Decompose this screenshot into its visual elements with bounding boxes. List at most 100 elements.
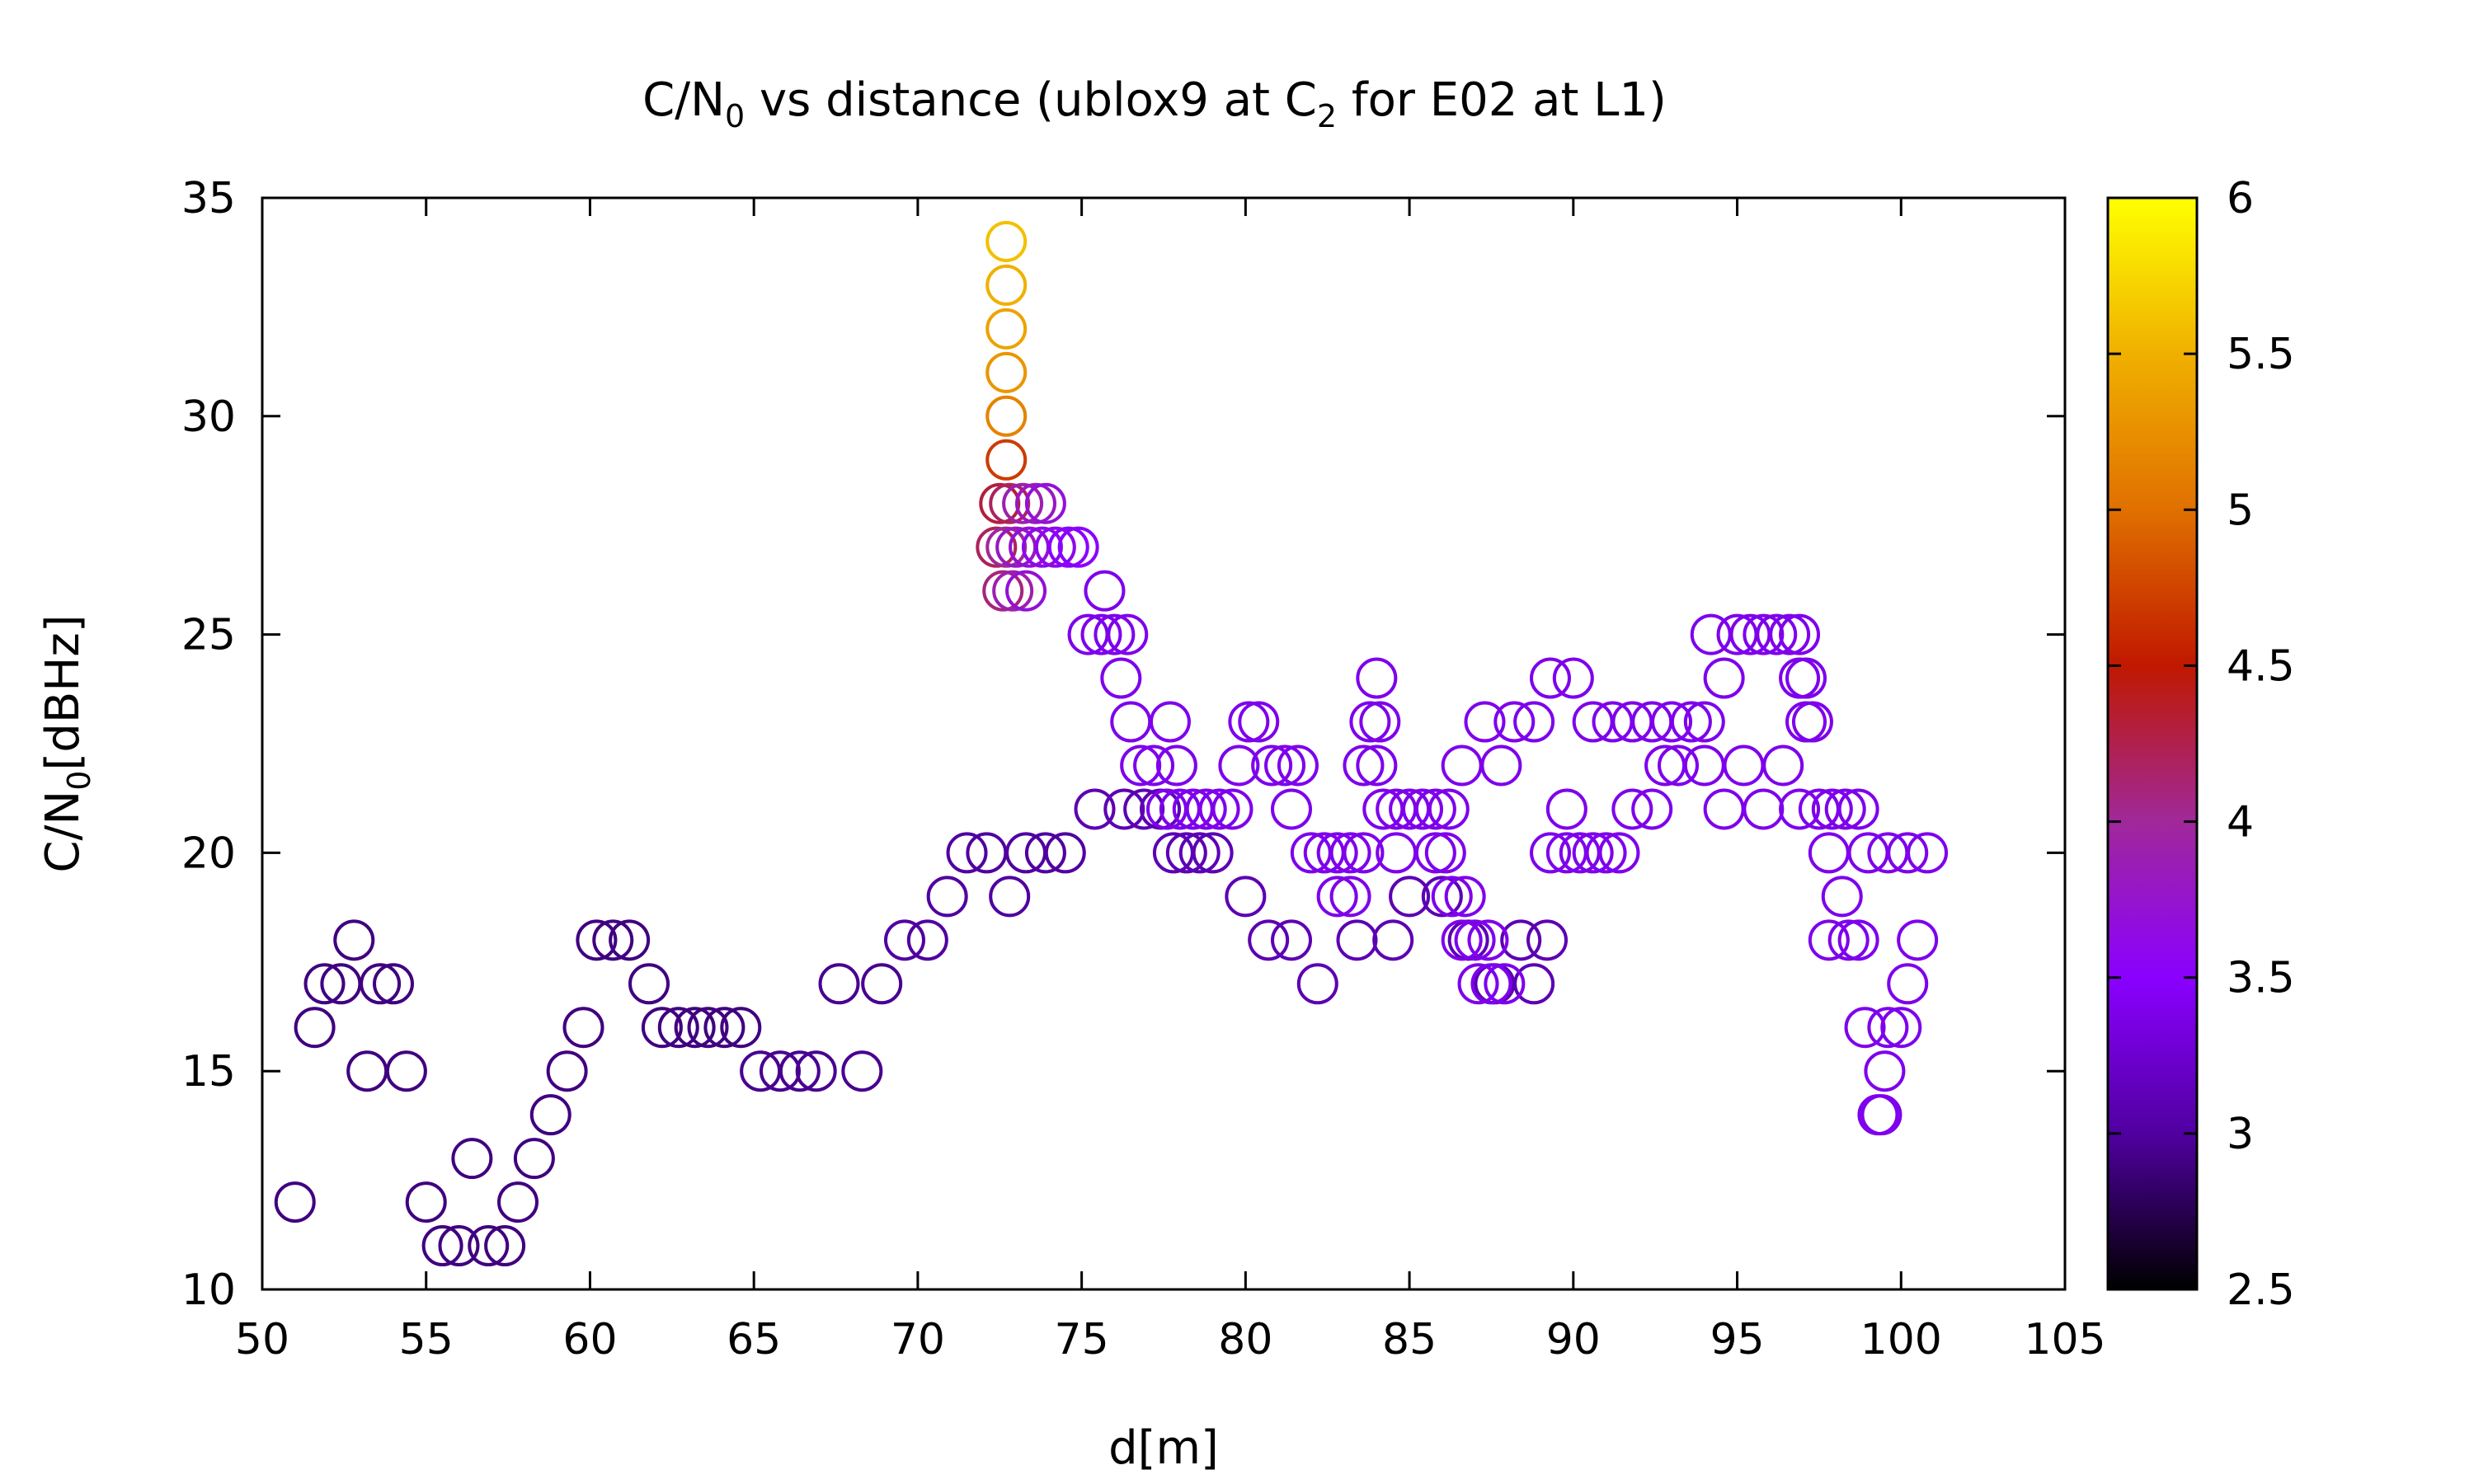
- colorbar: [2106, 196, 2199, 1291]
- data-point: [1683, 701, 1725, 743]
- data-point: [1572, 832, 1614, 874]
- data-point: [1887, 832, 1929, 874]
- data-point: [562, 1007, 604, 1049]
- data-point: [1880, 1007, 1922, 1049]
- data-point: [979, 482, 1021, 524]
- data-point: [1024, 832, 1066, 874]
- data-point: [985, 439, 1028, 481]
- data-point: [1441, 919, 1483, 961]
- data-point: [1057, 526, 1099, 568]
- data-point: [1658, 744, 1700, 787]
- y-axis-label-sub: 0: [61, 771, 97, 791]
- data-point: [1480, 744, 1522, 787]
- data-point: [985, 351, 1028, 393]
- x-tick-label: 95: [1710, 1315, 1764, 1364]
- data-point: [1120, 744, 1162, 787]
- data-point: [1464, 701, 1506, 743]
- colorbar-tick-label: 4: [2227, 798, 2254, 848]
- data-point: [1457, 963, 1499, 1005]
- data-point: [1824, 788, 1866, 830]
- data-point: [674, 1007, 716, 1049]
- data-point: [641, 1007, 683, 1049]
- data-point: [1500, 919, 1542, 961]
- data-point: [1844, 1007, 1886, 1049]
- data-point: [1100, 657, 1142, 699]
- chart-title: C/N0 vs distance (ublox9 at C2 for E02 a…: [642, 73, 1667, 134]
- data-point: [1513, 963, 1555, 1005]
- data-point: [1611, 788, 1653, 830]
- data-point: [1414, 832, 1456, 874]
- data-point: [1192, 832, 1234, 874]
- data-point: [1349, 701, 1391, 743]
- data-point: [438, 1225, 480, 1267]
- scatter-points: [274, 220, 1949, 1267]
- data-point: [1080, 613, 1122, 655]
- y-tick-label: 20: [181, 829, 236, 878]
- x-tick-label: 75: [1055, 1315, 1109, 1364]
- data-point: [687, 1007, 729, 1049]
- data-point: [982, 570, 1024, 612]
- data-point: [1857, 1094, 1899, 1136]
- chart-title-end: for E02 at L1): [1337, 73, 1667, 127]
- data-point: [906, 919, 948, 961]
- data-point: [1670, 701, 1712, 743]
- data-point: [985, 264, 1028, 306]
- colorbar-tick-label: 3: [2227, 1110, 2254, 1159]
- data-point: [1133, 744, 1175, 787]
- data-point: [1251, 744, 1293, 787]
- data-point: [1743, 788, 1785, 830]
- y-tick-label: 35: [181, 174, 236, 223]
- plot-frame: [261, 196, 2067, 1291]
- data-point: [1860, 1094, 1903, 1136]
- data-point: [1598, 832, 1640, 874]
- data-point: [759, 1050, 801, 1092]
- data-point: [609, 919, 651, 961]
- data-point: [1484, 963, 1526, 1005]
- data-point: [946, 832, 988, 874]
- data-point: [1343, 744, 1385, 787]
- data-point: [1526, 919, 1569, 961]
- data-point: [421, 1225, 463, 1267]
- data-point: [484, 1225, 526, 1267]
- data-point: [346, 1050, 388, 1092]
- data-point: [1005, 570, 1047, 612]
- data-point: [884, 919, 926, 961]
- data-point: [451, 1138, 493, 1180]
- data-point: [1329, 832, 1371, 874]
- axis-ticks: 50 55 60 65 70 75 80 85 90 95 100 105 10 15 20 25 30 35: [181, 174, 2106, 1364]
- data-point: [274, 1181, 316, 1223]
- data-point: [1389, 876, 1431, 918]
- data-point: [468, 1225, 510, 1267]
- data-point: [1808, 919, 1850, 961]
- data-point: [303, 963, 346, 1005]
- data-point: [1074, 788, 1116, 830]
- data-point: [1454, 919, 1496, 961]
- data-point: [1165, 832, 1207, 874]
- colorbar-tick-label: 5: [2227, 486, 2254, 535]
- data-point: [1837, 788, 1879, 830]
- data-point: [778, 1050, 821, 1092]
- data-point: [628, 963, 670, 1005]
- data-point: [1887, 963, 1929, 1005]
- data-point: [1785, 657, 1827, 699]
- data-point: [1444, 876, 1486, 918]
- x-tick-label: 55: [399, 1315, 454, 1364]
- data-point: [1329, 876, 1371, 918]
- data-point: [1552, 657, 1594, 699]
- data-point: [1149, 701, 1191, 743]
- data-point: [989, 482, 1031, 524]
- data-point: [989, 876, 1031, 918]
- colorbar-tick-label: 6: [2227, 174, 2254, 223]
- data-point: [1248, 919, 1290, 961]
- data-point: [1178, 832, 1221, 874]
- data-point: [1228, 701, 1270, 743]
- data-point: [385, 1050, 427, 1092]
- data-point: [333, 919, 375, 961]
- data-point: [1651, 701, 1693, 743]
- data-point: [1356, 657, 1398, 699]
- data-point: [1343, 832, 1385, 874]
- data-point: [1002, 482, 1044, 524]
- data-point: [1867, 1007, 1909, 1049]
- data-point: [1474, 963, 1516, 1005]
- data-point: [1424, 832, 1466, 874]
